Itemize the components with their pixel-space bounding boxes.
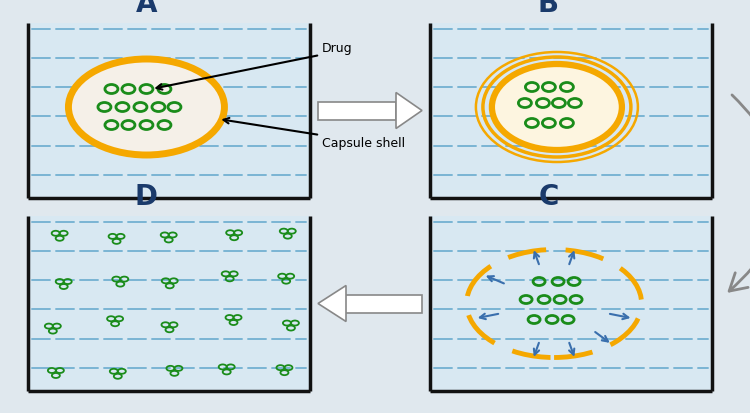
Text: B: B xyxy=(538,0,559,18)
Polygon shape xyxy=(318,286,346,322)
Bar xyxy=(430,216,712,391)
Bar xyxy=(28,24,310,199)
Ellipse shape xyxy=(492,65,622,151)
FancyArrowPatch shape xyxy=(729,96,750,292)
Ellipse shape xyxy=(68,60,224,156)
Text: D: D xyxy=(135,183,158,211)
Text: C: C xyxy=(538,183,559,211)
Bar xyxy=(430,24,712,199)
Text: Capsule shell: Capsule shell xyxy=(322,137,405,150)
Bar xyxy=(28,216,310,391)
Polygon shape xyxy=(396,93,422,129)
Text: Drug: Drug xyxy=(322,42,352,55)
Text: A: A xyxy=(136,0,158,18)
Bar xyxy=(318,102,396,120)
Bar xyxy=(344,295,422,313)
